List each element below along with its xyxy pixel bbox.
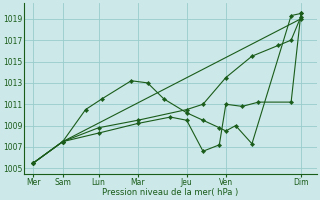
X-axis label: Pression niveau de la mer( hPa ): Pression niveau de la mer( hPa ) <box>102 188 238 197</box>
